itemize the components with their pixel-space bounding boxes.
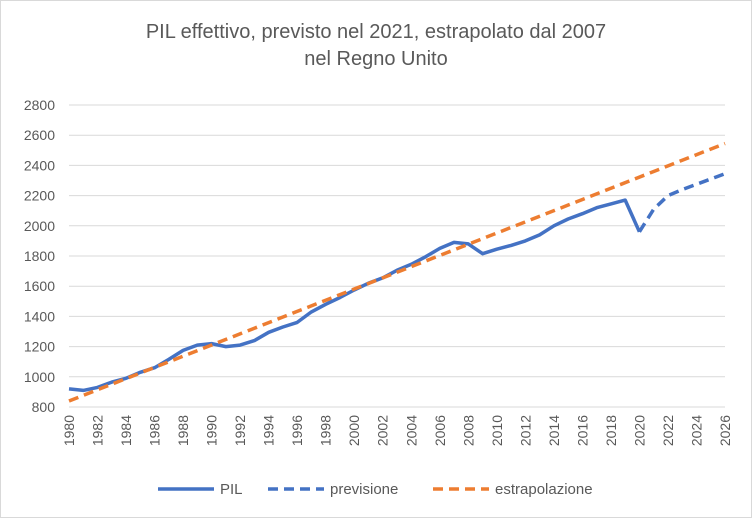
x-tick-label: 2016 — [574, 415, 590, 446]
y-tick-label: 2000 — [24, 218, 55, 234]
x-tick-label: 1986 — [147, 415, 163, 446]
y-tick-label: 2800 — [24, 97, 55, 113]
x-tick-label: 2004 — [403, 415, 419, 446]
x-tick-label: 1994 — [261, 415, 277, 446]
y-tick-label: 1200 — [24, 339, 55, 355]
y-tick-label: 2200 — [24, 188, 55, 204]
series-lines — [68, 141, 726, 403]
y-tick-label: 2600 — [24, 127, 55, 143]
y-tick-label: 1800 — [24, 248, 55, 264]
y-tick-label: 1600 — [24, 278, 55, 294]
x-tick-label: 2014 — [546, 415, 562, 446]
x-tick-label: 2010 — [489, 415, 505, 446]
x-tick-label: 2008 — [460, 415, 476, 446]
x-tick-label: 1980 — [61, 415, 77, 446]
legend: PIL previsione estrapolazione — [158, 481, 593, 498]
chart-title-line-1: PIL effettivo, previsto nel 2021, estrap… — [145, 21, 607, 43]
x-tick-label: 2002 — [375, 415, 391, 446]
y-tick-label: 1000 — [24, 369, 55, 385]
x-tick-label: 2026 — [717, 415, 733, 446]
x-tick-label: 1982 — [90, 415, 106, 446]
series-line-PIL — [68, 198, 641, 393]
x-tick-label: 2022 — [660, 415, 676, 446]
x-tick-label: 1990 — [204, 415, 220, 446]
series-line-previsione — [637, 172, 726, 233]
y-tick-label: 2400 — [24, 157, 55, 173]
chart-title: PIL effettivo, previsto nel 2021, estrap… — [1, 19, 751, 73]
x-tick-label: 1984 — [118, 415, 134, 446]
legend-label: previsione — [330, 481, 398, 498]
x-tick-label: 2020 — [631, 415, 647, 446]
x-tick-label: 1992 — [232, 415, 248, 446]
legend-label: estrapolazione — [495, 481, 593, 498]
legend-label: PIL — [220, 481, 243, 498]
gridlines — [69, 104, 725, 408]
x-tick-label: 2000 — [346, 415, 362, 446]
y-tick-label: 800 — [32, 399, 56, 415]
x-tick-label: 1996 — [289, 415, 305, 446]
x-axis-tick-labels: 1980 1982 1984 1986 1988 1990 1992 1994 1996 1998… — [61, 415, 733, 446]
x-tick-label: 1988 — [175, 415, 191, 446]
x-tick-label: 1998 — [318, 415, 334, 446]
x-tick-label: 2018 — [603, 415, 619, 446]
y-tick-label: 1400 — [24, 308, 55, 324]
chart-title-line-2: nel Regno Unito — [304, 48, 448, 70]
series-line-estrapolazione — [68, 141, 726, 403]
x-tick-label: 2024 — [688, 415, 704, 446]
x-tick-label: 2012 — [517, 415, 533, 446]
x-tick-label: 2006 — [432, 415, 448, 446]
y-axis-tick-labels: 800 1000 1200 1400 1600 1800 2000 2200 2400 2600 2… — [24, 97, 55, 415]
